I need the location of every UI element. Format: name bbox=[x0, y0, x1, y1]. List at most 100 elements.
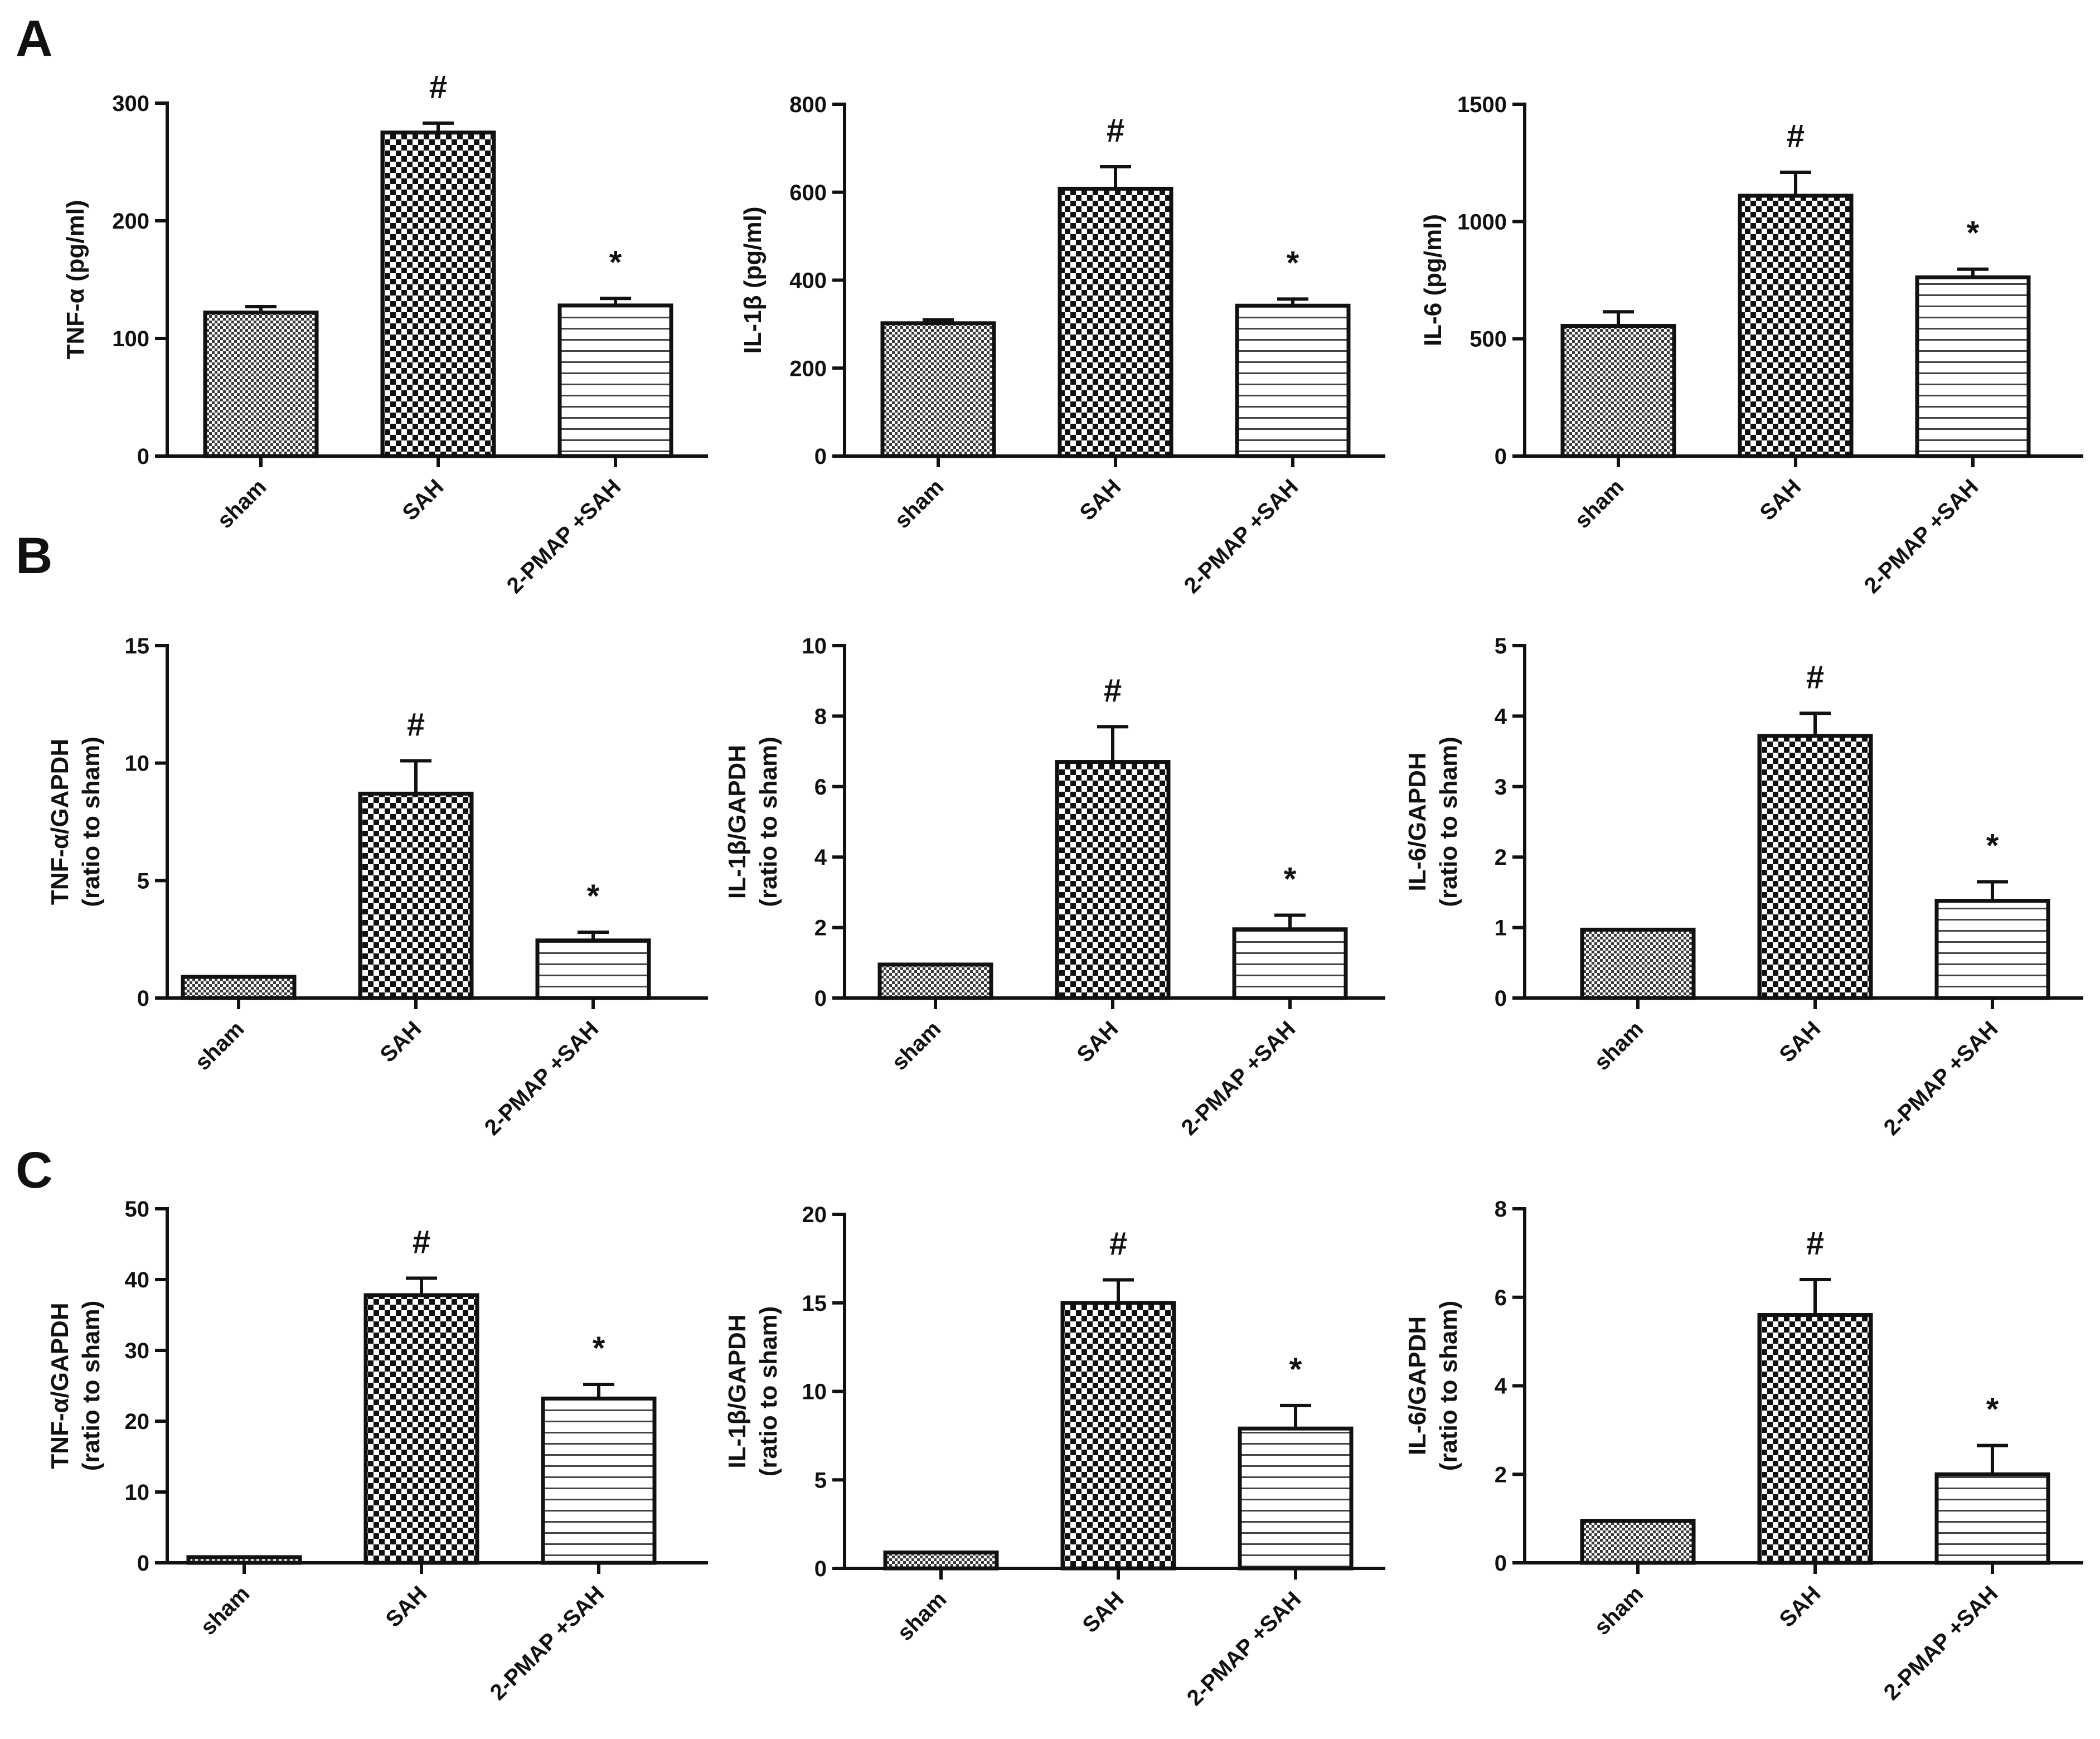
bar-sham bbox=[186, 1555, 302, 1565]
y-axis-title: IL-6/GAPDH bbox=[1404, 1316, 1431, 1455]
category-label: SAH bbox=[1078, 1587, 1129, 1638]
y-tick-label: 15 bbox=[802, 1291, 827, 1316]
y-tick-label: 200 bbox=[112, 209, 149, 234]
y-tick-label: 0 bbox=[814, 444, 827, 469]
bar-sah bbox=[1055, 760, 1171, 1000]
bar-sah bbox=[1058, 186, 1173, 458]
category-label: sham bbox=[1589, 1016, 1648, 1075]
category-label: 2-PMAP +SAH bbox=[1860, 474, 1983, 598]
panel-letter-a: A bbox=[16, 10, 52, 67]
y-tick-label: 10 bbox=[802, 1380, 827, 1404]
y-tick-label: 50 bbox=[125, 1197, 150, 1222]
bar-sah bbox=[1060, 1301, 1176, 1571]
y-axis-title: TNF-α/GAPDH bbox=[46, 1302, 74, 1469]
bar-2-pmap-sah bbox=[541, 1396, 657, 1565]
y-tick-label: 30 bbox=[125, 1339, 150, 1363]
category-label: 2-PMAP +SAH bbox=[486, 1581, 609, 1705]
y-axis-title: (ratio to sham) bbox=[755, 1306, 782, 1477]
y-axis-title: (ratio to sham) bbox=[1435, 1301, 1462, 1471]
y-tick-label: 8 bbox=[1495, 1197, 1507, 1222]
y-tick-label: 5 bbox=[1495, 634, 1507, 658]
y-axis-title: IL-1β (pg/ml) bbox=[739, 207, 767, 354]
category-label: 2-PMAP +SAH bbox=[1177, 1016, 1301, 1140]
y-tick-label: 0 bbox=[1495, 986, 1507, 1011]
y-axis-title: IL-1β/GAPDH bbox=[724, 745, 751, 899]
y-tick-label: 0 bbox=[814, 986, 827, 1011]
y-tick-label: 6 bbox=[814, 775, 827, 800]
category-label: sham bbox=[893, 1587, 951, 1645]
y-tick-label: 40 bbox=[125, 1268, 150, 1292]
y-axis-title: TNF-α/GAPDH bbox=[46, 739, 74, 905]
y-axis-title: (ratio to sham) bbox=[755, 737, 782, 907]
bar-2-pmap-sah bbox=[535, 938, 651, 1000]
category-label: sham bbox=[887, 1016, 945, 1075]
y-tick-label: 2 bbox=[1495, 845, 1507, 870]
significance-mark: # bbox=[1107, 113, 1124, 149]
bar-sham bbox=[1580, 927, 1696, 1000]
bar-chart-1: 0 100 200 300 TNF-α (pg/ml) sham # SAH * 2-PMAP +… bbox=[62, 69, 708, 598]
category-label: 2-PMAP +SAH bbox=[1879, 1016, 2003, 1140]
y-axis-title: (ratio to sham) bbox=[1435, 737, 1462, 907]
significance-mark: * bbox=[609, 244, 622, 280]
significance-mark: * bbox=[593, 1330, 605, 1367]
y-tick-label: 0 bbox=[1495, 1551, 1507, 1576]
bar-sham bbox=[1560, 324, 1676, 458]
significance-mark: # bbox=[1109, 1225, 1127, 1262]
category-label: 2-PMAP +SAH bbox=[480, 1016, 604, 1140]
bar-sham bbox=[1580, 1519, 1696, 1565]
significance-mark: # bbox=[413, 1224, 430, 1260]
y-tick-label: 8 bbox=[814, 704, 827, 729]
bar-2-pmap-sah bbox=[1238, 1426, 1354, 1571]
bar-sah bbox=[363, 1293, 479, 1565]
category-label: 2-PMAP +SAH bbox=[1879, 1581, 2003, 1705]
category-label: sham bbox=[1570, 474, 1628, 533]
category-label: 2-PMAP +SAH bbox=[1182, 1587, 1306, 1711]
category-label: SAH bbox=[398, 474, 449, 525]
y-tick-label: 10 bbox=[125, 752, 150, 776]
y-axis-title: TNF-α (pg/ml) bbox=[62, 200, 89, 359]
panel-letter-b: B bbox=[16, 527, 52, 584]
category-label: SAH bbox=[1775, 1581, 1826, 1632]
significance-mark: # bbox=[1806, 1225, 1824, 1262]
significance-mark: * bbox=[1287, 245, 1299, 281]
y-tick-label: 6 bbox=[1495, 1286, 1507, 1310]
bar-chart-2: 0 200 400 600 800 IL-1β (pg/ml) sham # SAH * 2-PMA… bbox=[739, 93, 1385, 598]
significance-mark: # bbox=[407, 706, 425, 743]
bar-sham bbox=[877, 962, 993, 1000]
significance-mark: # bbox=[1806, 659, 1824, 695]
y-tick-label: 4 bbox=[1495, 704, 1507, 729]
bar-2-pmap-sah bbox=[1915, 275, 2031, 458]
category-label: sham bbox=[196, 1581, 254, 1640]
bar-sah bbox=[380, 130, 496, 458]
category-label: sham bbox=[890, 474, 948, 533]
significance-mark: * bbox=[587, 878, 600, 914]
bar-chart-3: 0 500 1000 1500 IL-6 (pg/ml) sham # SAH * 2-PMAP … bbox=[1419, 93, 2083, 598]
y-tick-label: 10 bbox=[125, 1480, 150, 1505]
bar-chart-5: 0 2 4 6 8 10 IL-1β/GAPDH (ratio to sham) sham # SA… bbox=[724, 634, 1385, 1140]
y-tick-label: 500 bbox=[1469, 327, 1507, 352]
category-label: SAH bbox=[1775, 1016, 1826, 1067]
category-label: SAH bbox=[1755, 474, 1806, 525]
panel-letter-c: C bbox=[16, 1142, 52, 1199]
y-tick-label: 0 bbox=[137, 444, 149, 469]
category-label: 2-PMAP +SAH bbox=[502, 474, 626, 598]
y-tick-label: 4 bbox=[1495, 1374, 1507, 1399]
y-tick-label: 20 bbox=[802, 1203, 827, 1227]
y-tick-label: 5 bbox=[814, 1468, 827, 1493]
y-tick-label: 600 bbox=[789, 181, 827, 205]
y-tick-label: 200 bbox=[789, 356, 827, 381]
y-axis-title: IL-1β/GAPDH bbox=[724, 1314, 751, 1468]
bar-2-pmap-sah bbox=[1934, 1472, 2050, 1565]
category-label: sham bbox=[1589, 1581, 1648, 1640]
y-tick-label: 3 bbox=[1495, 775, 1507, 800]
significance-mark: * bbox=[1986, 827, 1999, 864]
category-label: SAH bbox=[1075, 474, 1126, 525]
bar-2-pmap-sah bbox=[557, 303, 673, 458]
y-tick-label: 0 bbox=[137, 1551, 149, 1576]
y-axis-title: IL-6/GAPDH bbox=[1404, 752, 1431, 891]
category-label: sham bbox=[212, 474, 271, 533]
y-tick-label: 2 bbox=[1495, 1462, 1507, 1487]
y-tick-label: 100 bbox=[112, 327, 149, 351]
bar-sah bbox=[1738, 193, 1854, 458]
